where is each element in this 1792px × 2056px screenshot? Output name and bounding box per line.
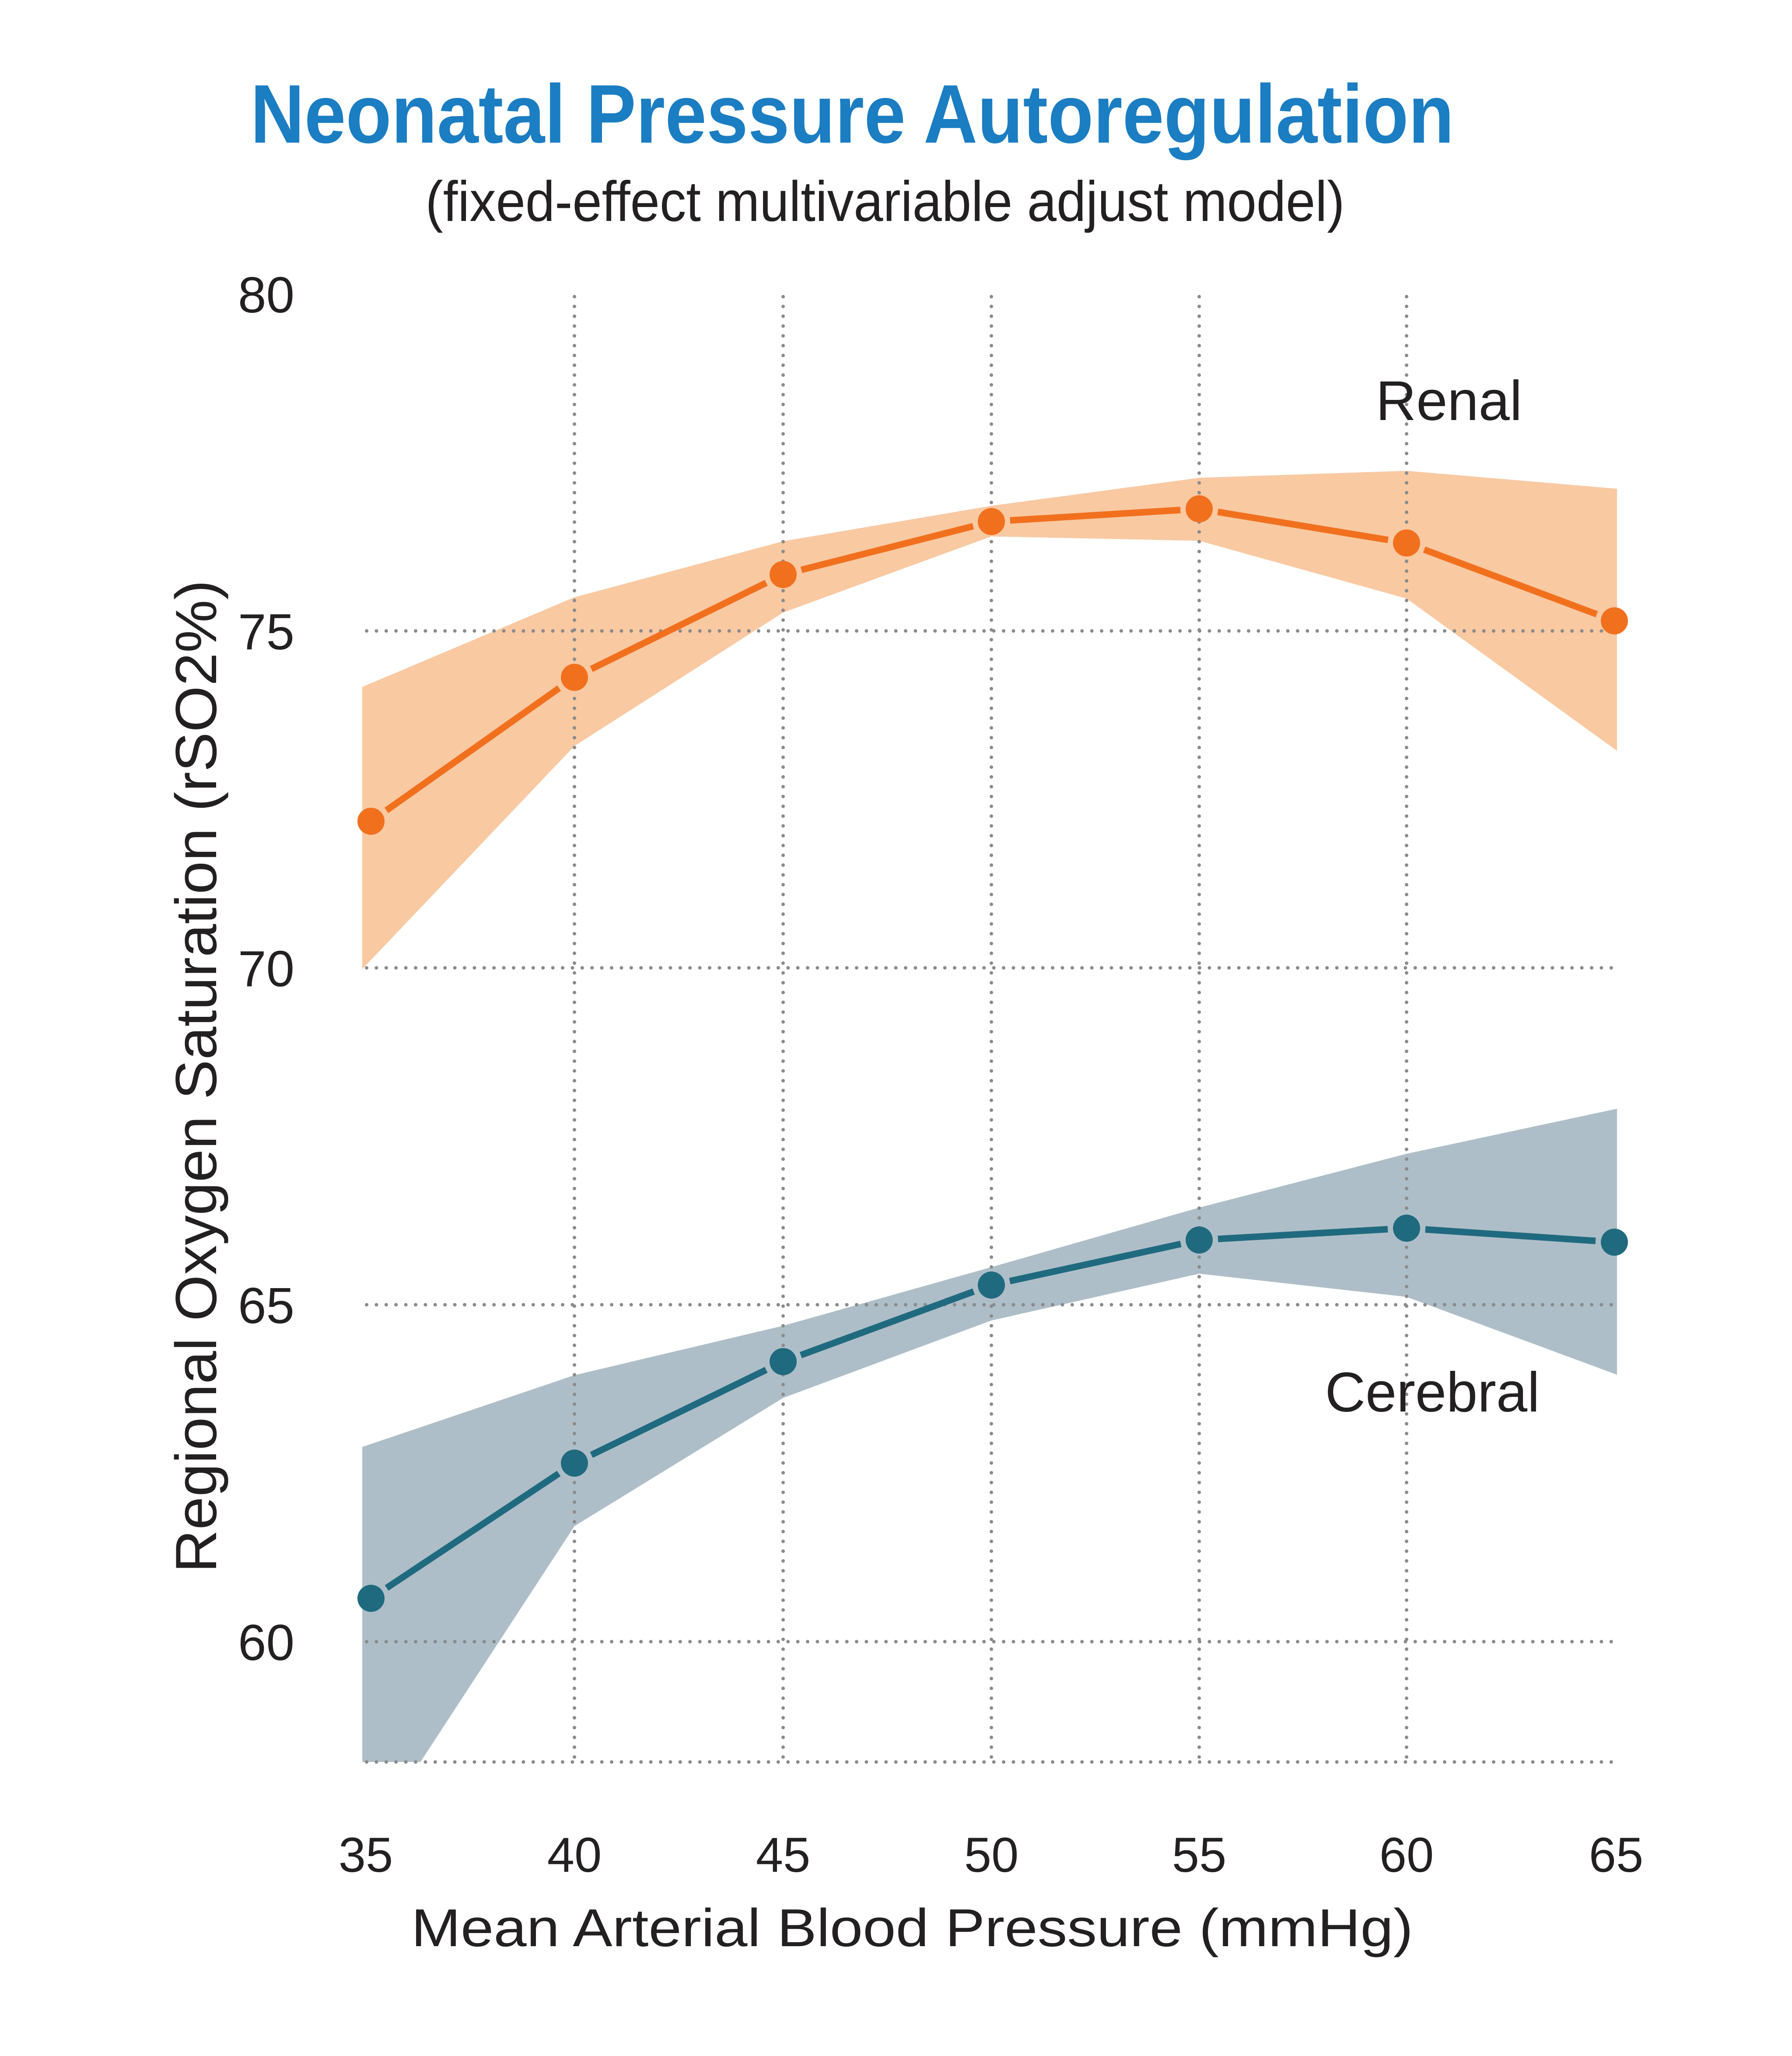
svg-text:65: 65 xyxy=(238,1277,294,1334)
svg-text:35: 35 xyxy=(339,1828,393,1882)
svg-text:(fixed-effect multivariable ad: (fixed-effect multivariable adjust model… xyxy=(426,169,1345,233)
svg-text:75: 75 xyxy=(238,603,294,660)
svg-text:65: 65 xyxy=(1589,1828,1644,1882)
svg-text:60: 60 xyxy=(238,1614,294,1671)
svg-text:Renal: Renal xyxy=(1376,370,1522,432)
svg-text:Mean Arterial Blood Pressure (: Mean Arterial Blood Pressure (mmHg) xyxy=(411,1898,1413,1958)
svg-text:60: 60 xyxy=(1379,1828,1434,1882)
svg-text:70: 70 xyxy=(238,940,294,997)
svg-text:50: 50 xyxy=(964,1828,1019,1882)
svg-text:45: 45 xyxy=(756,1828,811,1882)
svg-text:55: 55 xyxy=(1172,1828,1227,1882)
svg-text:Neonatal Pressure Autoregulati: Neonatal Pressure Autoregulation xyxy=(251,68,1454,161)
svg-text:Regional Oxygen Saturation (rS: Regional Oxygen Saturation (rSO2%) xyxy=(164,580,229,1573)
svg-text:Cerebral: Cerebral xyxy=(1325,1361,1540,1424)
svg-text:40: 40 xyxy=(547,1828,602,1882)
svg-text:80: 80 xyxy=(238,266,294,323)
